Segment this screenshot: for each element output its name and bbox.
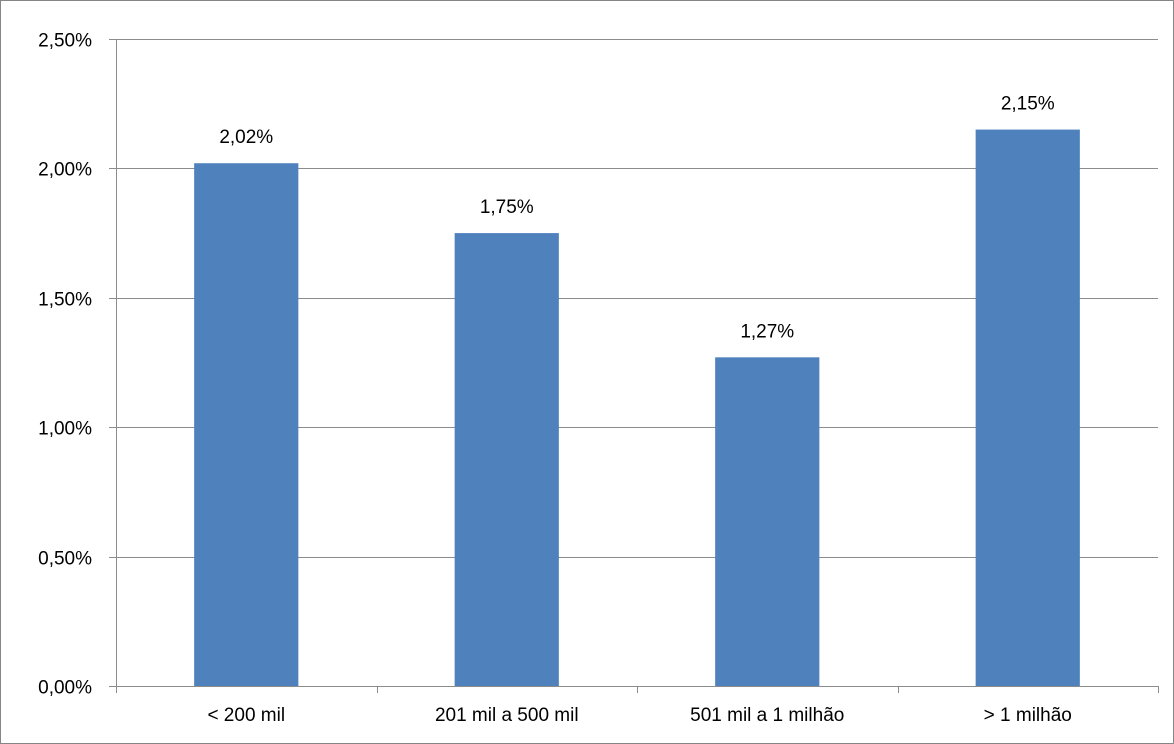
data-label: 2,15% — [1001, 94, 1055, 115]
data-label: 1,75% — [480, 197, 534, 218]
bar — [454, 233, 559, 686]
x-tick-label: 201 mil a 500 mil — [435, 705, 579, 726]
y-tick-label: 1,50% — [38, 290, 92, 311]
bar — [715, 357, 820, 686]
bar — [975, 129, 1080, 686]
y-tick-label: 1,00% — [38, 419, 92, 440]
bar — [194, 163, 299, 686]
data-label: 2,02% — [219, 127, 273, 148]
y-axis-ticks: 0,00% 0,50% 1,00% 1,50% 2,00% 2,50% — [38, 31, 116, 699]
y-tick-label: 0,00% — [38, 678, 92, 699]
data-labels: 2,02% 1,75% 1,27% 2,15% — [219, 94, 1054, 343]
bars — [194, 129, 1080, 686]
x-tick-label: < 200 mil — [207, 705, 285, 726]
x-axis-ticks: < 200 mil 201 mil a 500 mil 501 mil a 1 mi… — [116, 686, 1159, 726]
y-tick-label: 2,00% — [38, 160, 92, 181]
data-label: 1,27% — [740, 321, 794, 342]
x-tick-label: 501 mil a 1 milhão — [690, 705, 844, 726]
y-tick-label: 2,50% — [38, 31, 92, 52]
x-tick-label: > 1 milhão — [984, 705, 1072, 726]
y-tick-label: 0,50% — [38, 549, 92, 570]
